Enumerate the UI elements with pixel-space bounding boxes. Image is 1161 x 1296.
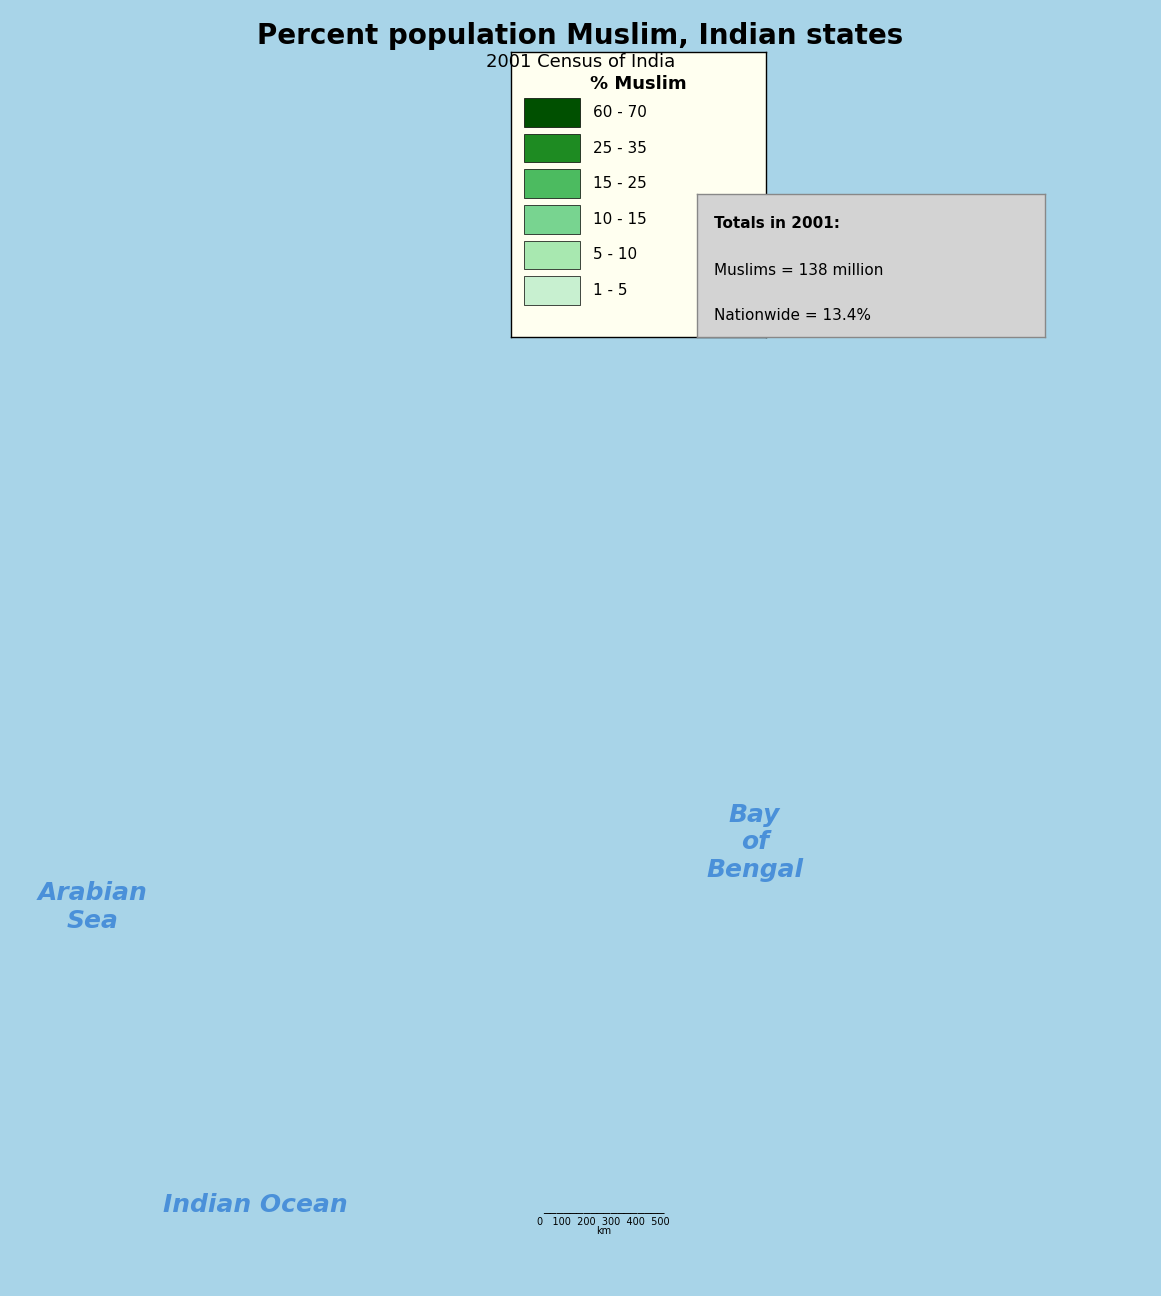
Bar [524, 170, 579, 198]
Bar [524, 98, 579, 127]
Text: km: km [596, 1226, 612, 1236]
Text: Nationwide = 13.4%: Nationwide = 13.4% [714, 308, 871, 324]
Text: 10 - 15: 10 - 15 [592, 211, 647, 227]
Text: Percent population Muslim, Indian states: Percent population Muslim, Indian states [258, 22, 903, 51]
Text: 15 - 25: 15 - 25 [592, 176, 647, 192]
Text: 2001 Census of India: 2001 Census of India [485, 53, 676, 71]
Text: Totals in 2001:: Totals in 2001: [714, 216, 841, 231]
Text: Indian Ocean: Indian Ocean [163, 1194, 348, 1217]
Bar [524, 133, 579, 162]
Text: Arabian
Sea: Arabian Sea [38, 881, 147, 933]
Text: 25 - 35: 25 - 35 [592, 140, 647, 156]
Bar [524, 241, 579, 270]
Text: % Muslim: % Muslim [590, 75, 687, 92]
Text: 60 - 70: 60 - 70 [592, 105, 647, 121]
Bar [524, 276, 579, 305]
Text: Bay
of
Bengal: Bay of Bengal [706, 802, 803, 883]
Text: 0   100  200  300  400  500: 0 100 200 300 400 500 [538, 1217, 670, 1227]
Text: ──────────────────: ────────────────── [543, 1208, 664, 1218]
Text: 1 - 5: 1 - 5 [592, 283, 627, 298]
Text: Muslims = 138 million: Muslims = 138 million [714, 263, 884, 277]
Bar [524, 205, 579, 233]
Text: 5 - 10: 5 - 10 [592, 248, 636, 263]
